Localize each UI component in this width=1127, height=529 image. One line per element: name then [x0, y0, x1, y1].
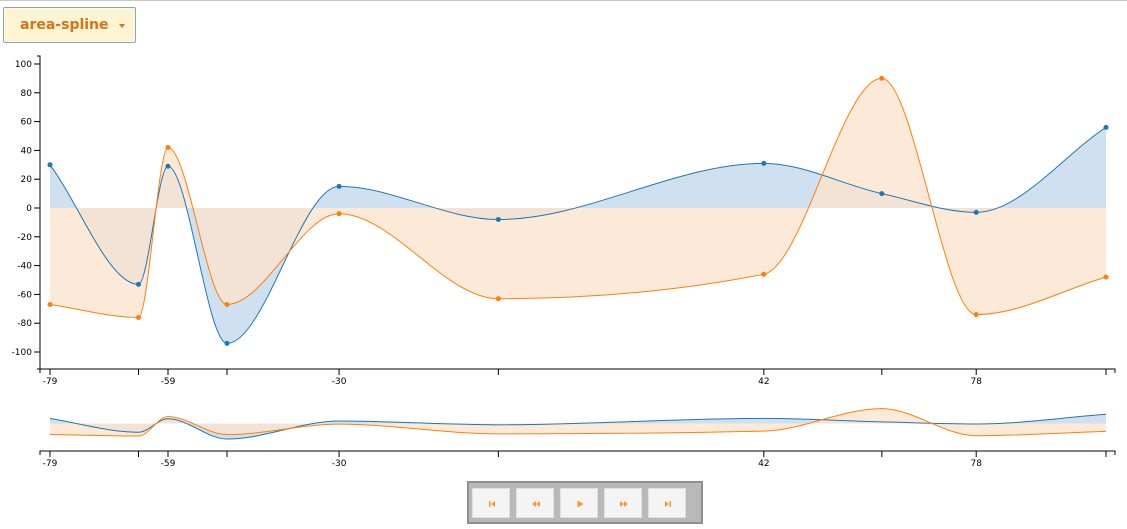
data-point-series-1[interactable]: [1103, 124, 1109, 130]
top-divider: [0, 0, 1127, 1]
data-point-series-1[interactable]: [761, 160, 767, 166]
data-point-series-1[interactable]: [224, 340, 230, 346]
x-axis-tick-label: 42: [758, 377, 769, 387]
y-tick-label: 20: [21, 175, 33, 185]
x-axis-line: [39, 368, 1116, 373]
subchart-plot[interactable]: [49, 408, 1107, 440]
data-point-series-1[interactable]: [165, 163, 171, 169]
fast-forward-icon: [620, 501, 628, 507]
data-point-series-2[interactable]: [879, 75, 885, 81]
chevron-down-icon: [119, 24, 125, 28]
data-point-series-1[interactable]: [47, 162, 53, 168]
x-axis-tick-label: -59: [161, 377, 176, 387]
skip-to-start-icon: [489, 501, 495, 507]
play-icon: [577, 500, 584, 508]
data-point-series-1[interactable]: [495, 217, 501, 223]
subchart-x-axis-line: [39, 450, 1116, 455]
data-point-series-2[interactable]: [165, 145, 171, 151]
y-tick-label: -20: [17, 233, 32, 243]
play-button[interactable]: [560, 488, 598, 518]
data-point-series-1[interactable]: [973, 209, 979, 215]
y-axis-line: [37, 55, 41, 370]
subchart-x-axis-tick-label: 42: [758, 459, 769, 469]
y-tick-label: 100: [15, 60, 32, 70]
data-point-series-1[interactable]: [336, 183, 342, 189]
y-axis: -100 -80 -60 -40 -20 0 20 40 60 80 100: [12, 55, 41, 370]
data-point-series-2[interactable]: [135, 314, 141, 320]
rewind-icon: [532, 501, 540, 507]
y-tick-label: 80: [21, 89, 33, 99]
playback-controls: [467, 481, 703, 524]
y-tick-label: 0: [26, 204, 32, 214]
x-axis-tick-label: 78: [970, 377, 982, 387]
subchart-x-axis-tick-label: 78: [970, 459, 982, 469]
data-point-series-1[interactable]: [879, 191, 885, 197]
y-tick-label: 60: [21, 118, 33, 128]
subchart-area-series-2: [50, 408, 1106, 437]
y-tick-label: -60: [17, 290, 32, 300]
data-point-series-2[interactable]: [495, 296, 501, 302]
chart-type-selected: area-spline: [20, 17, 109, 33]
skip-to-end-button[interactable]: [648, 488, 686, 518]
y-tick-label: -40: [17, 262, 32, 272]
subchart-x-axis-tick-label: -79: [43, 459, 58, 469]
data-point-series-2[interactable]: [761, 271, 767, 277]
y-tick-label: 40: [21, 146, 33, 156]
x-axis: -79 -59 -30 42 78: [39, 368, 1116, 387]
chart: -100 -80 -60 -40 -20 0 20 40 60 80 100 -79 -59 -30 42…: [12, 55, 1116, 469]
subchart-line-series-2: [49, 408, 1107, 437]
data-point-series-2[interactable]: [973, 312, 979, 318]
main-area-series-2: [50, 78, 1106, 318]
data-point-series-1[interactable]: [135, 281, 141, 287]
y-tick-label: -100: [12, 348, 33, 358]
skip-to-end-icon: [665, 501, 671, 507]
x-axis-tick-label: -79: [43, 377, 58, 387]
y-tick-label: -80: [17, 319, 32, 329]
subchart-x-axis-tick-label: -30: [332, 459, 347, 469]
subchart-x-axis-tick-label: -59: [161, 459, 176, 469]
data-point-series-2[interactable]: [224, 301, 230, 307]
data-point-series-2[interactable]: [336, 211, 342, 217]
chart-type-dropdown[interactable]: area-spline: [3, 7, 136, 43]
data-point-series-2[interactable]: [47, 301, 53, 307]
x-axis-tick-label: -30: [332, 377, 347, 387]
subchart-x-axis: -79 -59 -30 42 78: [39, 450, 1116, 469]
data-point-series-2[interactable]: [1103, 274, 1109, 280]
skip-to-start-button[interactable]: [472, 488, 510, 518]
main-line-series-2: [49, 77, 1107, 318]
fast-forward-button[interactable]: [604, 488, 642, 518]
rewind-button[interactable]: [516, 488, 554, 518]
main-plot: [47, 75, 1109, 346]
